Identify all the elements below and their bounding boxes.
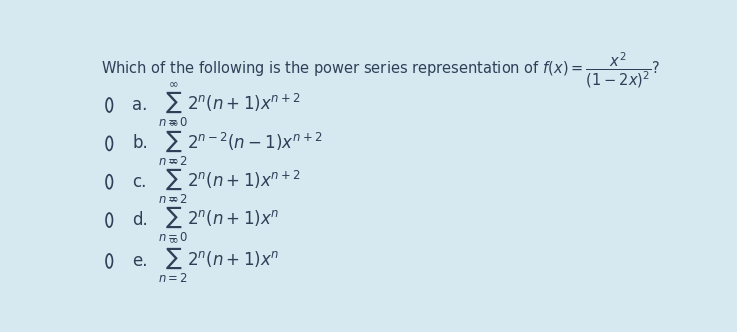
Text: $\sum_{n=2}^{\infty} 2^{n-2}(n-1)x^{n+2}$: $\sum_{n=2}^{\infty} 2^{n-2}(n-1)x^{n+2}… (158, 119, 322, 168)
Text: Which of the following is the power series representation of $f(x) = \dfrac{x^2}: Which of the following is the power seri… (101, 50, 660, 90)
Text: d.: d. (132, 211, 148, 229)
Text: $\sum_{n=2}^{\infty} 2^n(n+1)x^{n+2}$: $\sum_{n=2}^{\infty} 2^n(n+1)x^{n+2}$ (158, 157, 301, 206)
Text: b.: b. (132, 134, 148, 152)
Text: c.: c. (132, 173, 147, 191)
Text: $\sum_{n=2}^{\infty} 2^n(n+1)x^{n}$: $\sum_{n=2}^{\infty} 2^n(n+1)x^{n}$ (158, 237, 279, 285)
Text: a.: a. (132, 96, 147, 114)
Text: $\sum_{n=0}^{\infty} 2^n(n+1)x^{n+2}$: $\sum_{n=0}^{\infty} 2^n(n+1)x^{n+2}$ (158, 81, 301, 129)
Text: $\sum_{n=0}^{\infty} 2^n(n+1)x^{n}$: $\sum_{n=0}^{\infty} 2^n(n+1)x^{n}$ (158, 196, 279, 244)
Text: e.: e. (132, 252, 147, 270)
